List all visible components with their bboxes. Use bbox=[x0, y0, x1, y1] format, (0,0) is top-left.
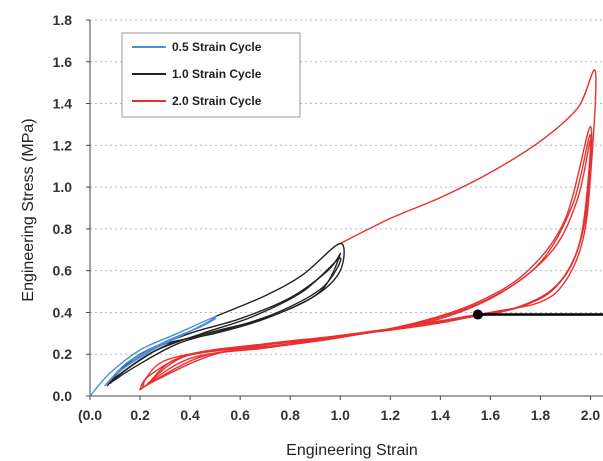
series-2-loop-3 bbox=[144, 139, 592, 387]
y-tick-label: 0.6 bbox=[53, 263, 73, 279]
axes: 0.0 0.2 0.4 0.6 0.8 1.0 1.2 1.4 1.6 1.8 (0.0 0.2 0.4… bbox=[53, 12, 603, 423]
series-2-loop-0 bbox=[139, 69, 597, 391]
x-tick-label: 0.2 bbox=[130, 407, 150, 423]
y-tick-label: 0.4 bbox=[53, 304, 73, 320]
y-tick-label: 0.2 bbox=[53, 346, 73, 362]
y-axis-title: Engineering Stress (MPa) bbox=[20, 118, 37, 301]
x-tick-label: 1.4 bbox=[431, 407, 451, 423]
x-tick-label: 1.0 bbox=[331, 407, 351, 423]
y-tick-label: 1.2 bbox=[53, 137, 73, 153]
x-tick-label: 2.0 bbox=[581, 407, 601, 423]
annotation-marker bbox=[472, 309, 483, 320]
legend-label-0: 0.5 Strain Cycle bbox=[172, 40, 262, 54]
x-tick-label: 0.4 bbox=[180, 407, 200, 423]
y-tick-label: 0.0 bbox=[53, 388, 73, 404]
y-tick-label: 0.8 bbox=[53, 221, 73, 237]
y-tick-label: 1.6 bbox=[53, 54, 73, 70]
legend-label-1: 1.0 Strain Cycle bbox=[172, 67, 262, 81]
legend: 0.5 Strain Cycle 1.0 Strain Cycle 2.0 St… bbox=[121, 32, 301, 118]
y-tick-label: 1.4 bbox=[53, 96, 73, 112]
y-tick-label: 1.8 bbox=[53, 12, 73, 28]
series-0-loop-1 bbox=[104, 317, 216, 387]
series-2-loop-1 bbox=[139, 125, 593, 391]
series-1-loop-2 bbox=[109, 257, 342, 383]
x-axis-title: Engineering Strain bbox=[286, 442, 418, 459]
x-tick-label: 1.6 bbox=[481, 407, 501, 423]
series-group bbox=[89, 69, 597, 397]
series-2-loop-2 bbox=[141, 134, 592, 389]
x-tick-label: (0.0 bbox=[78, 407, 102, 423]
legend-label-2: 2.0 Strain Cycle bbox=[172, 94, 262, 108]
x-tick-label: 1.2 bbox=[381, 407, 401, 423]
x-tick-label: 0.8 bbox=[280, 407, 300, 423]
series-1-loop-0 bbox=[106, 242, 345, 387]
y-tick-label: 1.0 bbox=[53, 179, 73, 195]
x-tick-label: 1.8 bbox=[531, 407, 551, 423]
x-tick-label: 0.6 bbox=[230, 407, 250, 423]
annotation-group bbox=[472, 309, 603, 320]
